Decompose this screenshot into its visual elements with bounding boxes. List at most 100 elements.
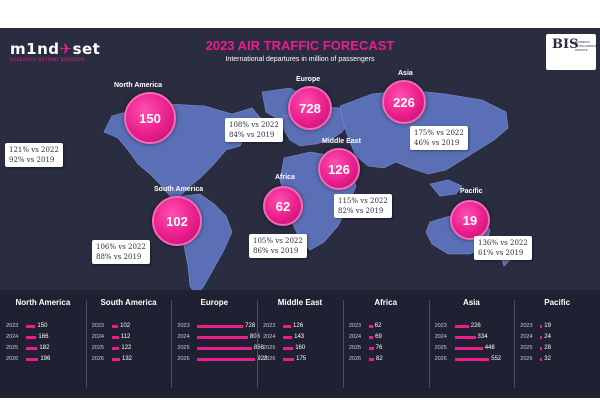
bar-value-label: 126	[293, 323, 304, 329]
bar-row: 2023 62	[343, 322, 429, 331]
bar-row: 2026 196	[0, 355, 86, 364]
bar-row: 2026 82	[343, 355, 429, 364]
bar-value-label: 166	[38, 334, 49, 340]
bar	[454, 347, 483, 350]
bar-row: 2025 122	[86, 344, 172, 353]
bar	[111, 347, 120, 350]
bar-row: 2024 803	[171, 333, 260, 342]
label-middle-east: Middle East	[322, 138, 361, 145]
bis-logo: BIS BUSINESS INTELLIGENCE SERVICE	[546, 34, 597, 70]
bar	[540, 325, 543, 328]
bar-value-label: 196	[40, 356, 51, 362]
box-europe: 108% vs 2022 84% vs 2019	[225, 118, 283, 142]
bar	[26, 336, 37, 339]
forecast-column-asia: Asia 2023 226 2024 334 2025 448 2026 552	[429, 298, 515, 394]
mindset-logo: m1nd✈set RESEARCH BEYOND BORDERS	[10, 40, 101, 63]
bar-value-label: 69	[375, 334, 382, 340]
bar-row: 2024 143	[257, 333, 343, 342]
bar-value-label: 226	[470, 323, 481, 329]
year-tick-label: 2026	[91, 356, 104, 362]
bar-row: 2024 166	[0, 333, 86, 342]
bar-row: 2024 69	[343, 333, 429, 342]
bar-row: 2025 866	[171, 344, 263, 353]
bar-value-label: 76	[375, 345, 383, 351]
bar-row: 2023 728	[171, 322, 257, 331]
bar-row: 2023 150	[0, 322, 86, 331]
bar	[111, 325, 119, 328]
bar-value-label: 923	[257, 356, 268, 362]
forecast-column-middle-east: Middle East 2023 126 2024 143 2025 160 2026 175	[257, 298, 343, 394]
bar	[283, 347, 294, 350]
bar-value-label: 728	[245, 323, 256, 329]
bar-row: 2026 32	[514, 355, 600, 364]
year-tick-label: 2023	[263, 323, 276, 329]
box-pacific: 136% vs 2022 61% vs 2019	[474, 236, 532, 260]
bar-row: 2026 552	[429, 355, 515, 364]
year-tick-label: 2023	[177, 323, 190, 329]
series-label-europe: Europe	[200, 298, 229, 307]
column-divider	[514, 300, 516, 388]
year-tick-label: 2025	[348, 345, 362, 351]
bar	[111, 358, 120, 361]
year-tick-label: 2025	[91, 345, 104, 351]
bar	[454, 336, 476, 339]
world-map	[103, 87, 511, 297]
bar-row: 2023 19	[514, 322, 600, 331]
column-divider	[257, 300, 259, 388]
bar-value-label: 552	[491, 356, 502, 362]
bar	[26, 358, 39, 361]
bar-value-label: 448	[484, 345, 495, 351]
year-tick-label: 2024	[91, 334, 104, 340]
box-north-america: 121% vs 2022 92% vs 2019	[5, 143, 63, 167]
bar-row: 2023 226	[429, 322, 515, 331]
bar-row: 2023 126	[257, 322, 343, 331]
bar-row: 2025 160	[257, 344, 343, 353]
year-tick-label: 2025	[263, 345, 276, 351]
year-tick-label: 2023	[520, 323, 533, 329]
series-label-middle-east: Middle East	[277, 298, 323, 307]
bar	[26, 325, 36, 328]
box-asia: 175% vs 2022 46% vs 2019	[410, 126, 468, 150]
box-africa: 105% vs 2022 86% vs 2019	[249, 234, 307, 258]
pin-asia: 226	[382, 80, 426, 124]
bar-value-label: 175	[296, 356, 307, 362]
bar-value-label: 803	[249, 334, 260, 340]
label-europe: Europe	[296, 76, 321, 83]
bar-value-label: 32	[544, 356, 551, 362]
column-divider	[85, 300, 87, 388]
bar-value-label: 150	[37, 323, 48, 329]
forecast-column-pacific: Pacific 2023 19 2024 24 2025 28 2026 32	[514, 298, 600, 394]
pin-europe: 728	[288, 86, 332, 130]
pin-pacific: 19	[450, 200, 490, 240]
year-tick-label: 2026	[520, 356, 533, 362]
column-divider	[342, 300, 344, 388]
series-label-north-america: North America	[15, 298, 71, 307]
forecast-column-africa: Africa 2023 62 2024 69 2025 76 2026 82	[343, 298, 429, 394]
column-divider	[171, 300, 173, 388]
logo-plane-icon: ✈	[59, 40, 73, 58]
year-tick-label: 2024	[263, 334, 276, 340]
bar-value-label: 82	[375, 356, 383, 362]
year-tick-label: 2024	[177, 334, 190, 340]
bar	[197, 347, 252, 350]
bar	[368, 336, 374, 339]
year-tick-label: 2025	[6, 345, 19, 351]
label-asia: Asia	[398, 70, 413, 77]
bar	[368, 325, 373, 328]
year-tick-label: 2026	[348, 356, 362, 362]
bar-value-label: 143	[294, 334, 305, 340]
bar	[540, 358, 543, 361]
bar	[283, 325, 292, 328]
year-tick-label: 2023	[434, 323, 447, 329]
bar	[454, 325, 469, 328]
bar-value-label: 132	[121, 356, 132, 362]
year-tick-label: 2024	[348, 334, 362, 340]
year-tick-label: 2024	[6, 334, 19, 340]
bar-row: 2025 182	[0, 344, 86, 353]
bar-row: 2026 132	[86, 355, 172, 364]
pin-middle-east: 126	[318, 148, 360, 190]
bar-row: 2025 28	[514, 344, 600, 353]
bar-value-label: 19	[544, 323, 551, 329]
chart-title: 2023 AIR TRAFFIC FORECAST	[205, 38, 395, 53]
bar	[368, 347, 374, 350]
